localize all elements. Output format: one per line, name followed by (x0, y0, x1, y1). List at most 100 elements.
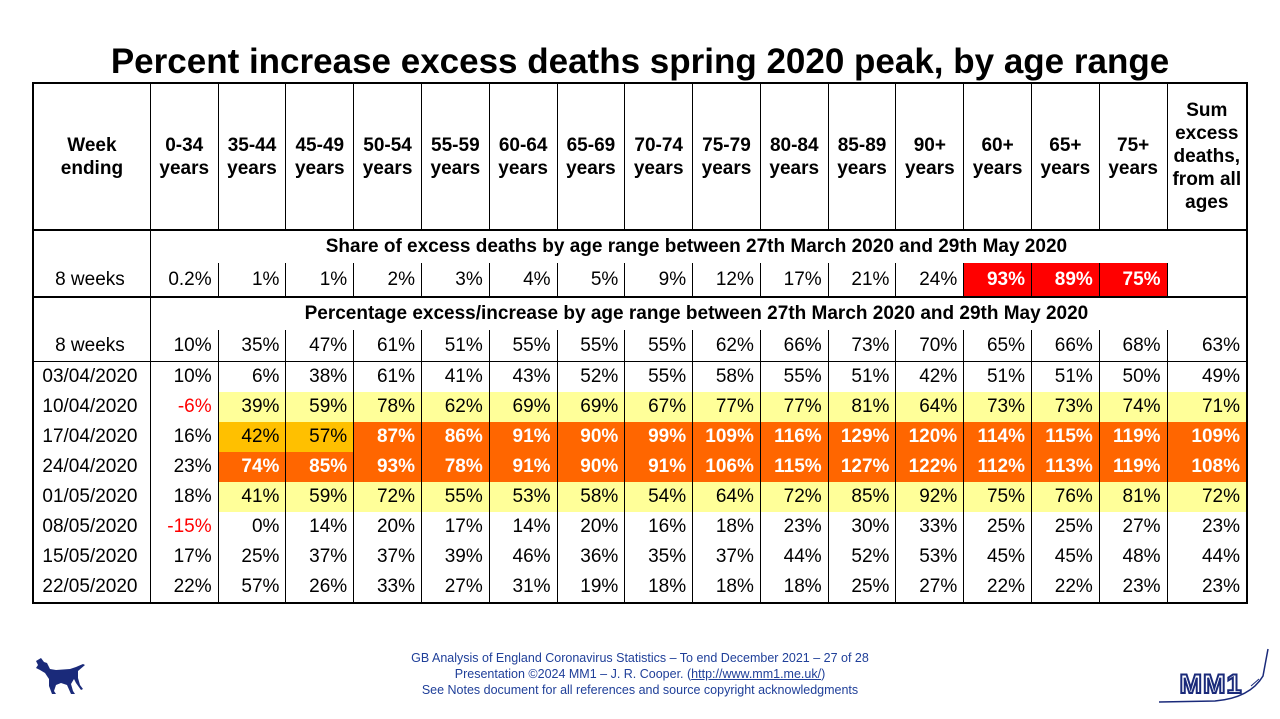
cell: 27% (420, 572, 490, 603)
cell: 44% (759, 542, 829, 572)
cell: 61% (353, 330, 422, 362)
cell: 45% (963, 542, 1032, 572)
footer-copyright: Presentation ©2024 MM1 – J. R. Cooper. ( (454, 667, 692, 681)
table-row: 10/04/2020 -6% 39% 59% 78% 62% 69% 69% 6… (33, 392, 1247, 422)
cell: 25% (827, 572, 896, 603)
cell: 66% (1031, 330, 1100, 362)
col-header: 65-69 years (556, 83, 625, 231)
cell: 73% (1031, 392, 1100, 422)
cell: 72% (353, 482, 422, 512)
week-cell: 15/05/2020 (42, 546, 138, 567)
cell: 59% (285, 482, 354, 512)
col-header: Sum excess deaths, from all ages (1166, 83, 1247, 231)
cell: 23% (1098, 572, 1168, 603)
cell: 75% (1098, 263, 1168, 297)
cell: 36% (556, 542, 625, 572)
col-header: 80-84 years (759, 83, 829, 231)
col-header: 60-64 years (488, 83, 558, 231)
table-row: 24/04/2020 23% 74% 85% 93% 78% 91% 90% 9… (33, 452, 1247, 482)
cell: 69% (556, 392, 625, 422)
cell: 53% (488, 482, 558, 512)
cell: 68% (1098, 330, 1168, 362)
cell: 70% (895, 330, 964, 362)
cell: 53% (895, 542, 964, 572)
cell: 55% (556, 330, 625, 362)
cell: 51% (420, 330, 490, 362)
cell: 93% (963, 263, 1032, 297)
week-cell: 22/05/2020 (42, 576, 138, 597)
cell: 77% (692, 392, 761, 422)
cell: 2% (353, 263, 422, 297)
cell: 43% (488, 361, 558, 392)
mm1-logo-icon: MM1 (1158, 648, 1269, 703)
cell: 91% (488, 452, 558, 482)
col-header: 65+ years (1031, 83, 1100, 231)
cell: 115% (1031, 422, 1100, 452)
cell: 63% (1166, 330, 1247, 362)
cell: 74% (217, 452, 286, 482)
cell: 22% (963, 572, 1032, 603)
empty-cell (33, 297, 150, 330)
cell: 71% (1166, 392, 1247, 422)
cell: 10% (149, 361, 219, 392)
cell: 85% (827, 482, 896, 512)
cell: 66% (759, 330, 829, 362)
cell: 39% (420, 542, 490, 572)
cell: 119% (1098, 422, 1168, 452)
cell: 35% (624, 542, 693, 572)
cell: 5% (556, 263, 625, 297)
cell: 37% (692, 542, 761, 572)
cell: 108% (1166, 452, 1247, 482)
table-row: 17/04/2020 16% 42% 57% 87% 86% 91% 90% 9… (33, 422, 1247, 452)
cell: 23% (759, 512, 829, 542)
cell: 21% (827, 263, 896, 297)
cell: 18% (149, 482, 219, 512)
cell: 48% (1098, 542, 1168, 572)
cell: 4% (488, 263, 558, 297)
table-row: 15/05/2020 17% 25% 37% 37% 39% 46% 36% 3… (33, 542, 1247, 572)
cell: 55% (624, 330, 693, 362)
cell: 90% (556, 452, 625, 482)
cell: 24% (895, 263, 964, 297)
col-header: 75-79 years (692, 83, 761, 231)
cell: 119% (1098, 452, 1168, 482)
col-header: 35-44 years (217, 83, 286, 231)
cell: 25% (963, 512, 1032, 542)
cell: 109% (692, 422, 761, 452)
cell: 73% (963, 392, 1032, 422)
row-label: 8 weeks (55, 268, 125, 290)
cell: 62% (420, 392, 490, 422)
website-link[interactable]: http://www.mm1.me.uk/ (691, 667, 822, 681)
cell: 39% (217, 392, 286, 422)
cell: 64% (692, 482, 761, 512)
cell: 22% (149, 572, 219, 603)
cell: -15% (149, 512, 219, 542)
cell: 20% (556, 512, 625, 542)
cell: 37% (285, 542, 354, 572)
cell: 38% (285, 361, 354, 392)
week-cell: 17/04/2020 (42, 426, 138, 447)
col-header: 70-74 years (624, 83, 693, 231)
cell: 92% (895, 482, 964, 512)
cell: 85% (285, 452, 354, 482)
cell: 27% (1098, 512, 1168, 542)
cell: 120% (895, 422, 964, 452)
week-header: Week ending (33, 83, 151, 231)
cell: 46% (488, 542, 558, 572)
empty-cell (33, 230, 150, 263)
cell: 73% (827, 330, 896, 362)
col-header: 45-49 years (285, 83, 354, 231)
cell: 75% (963, 482, 1032, 512)
cell: 18% (692, 512, 761, 542)
cell: 113% (1031, 452, 1100, 482)
table-row: 03/04/2020 10% 6% 38% 61% 41% 43% 52% 55… (33, 361, 1247, 392)
table-row: 22/05/2020 22% 57% 26% 33% 27% 31% 19% 1… (33, 572, 1247, 603)
cell: 23% (1166, 572, 1247, 603)
data-table: Week ending 0-34 years 35-44 years 45-49… (32, 82, 1248, 604)
cell: 81% (1098, 482, 1168, 512)
increase-section-title: Percentage excess/increase by age range … (149, 297, 1247, 330)
col-header: 90+ years (895, 83, 964, 231)
cell: 18% (759, 572, 829, 603)
cell: 18% (624, 572, 693, 603)
cell: 12% (692, 263, 761, 297)
